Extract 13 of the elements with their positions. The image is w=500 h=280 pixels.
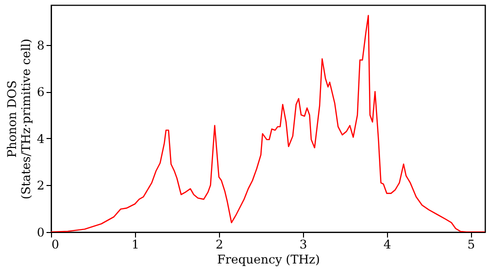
x-tick-label: 0 [52, 238, 60, 252]
y-tick-label: 6 [36, 85, 44, 100]
y-axis-title: Phonon DOS (States/THz·primitive cell) [4, 38, 33, 200]
x-tick-label: 5 [467, 238, 476, 252]
y-tick-label: 2 [36, 178, 44, 193]
y-tick-label: 4 [36, 132, 45, 146]
y-tick-label: 0 [36, 226, 44, 240]
x-tick-label: 1 [132, 238, 140, 252]
y-tick-label: 8 [36, 38, 44, 52]
x-tick-label: 4 [383, 238, 392, 252]
x-tick-label: 2 [216, 238, 224, 252]
x-tick-label: 3 [300, 238, 308, 252]
x-axis-title: Frequency (THz) [217, 252, 320, 266]
